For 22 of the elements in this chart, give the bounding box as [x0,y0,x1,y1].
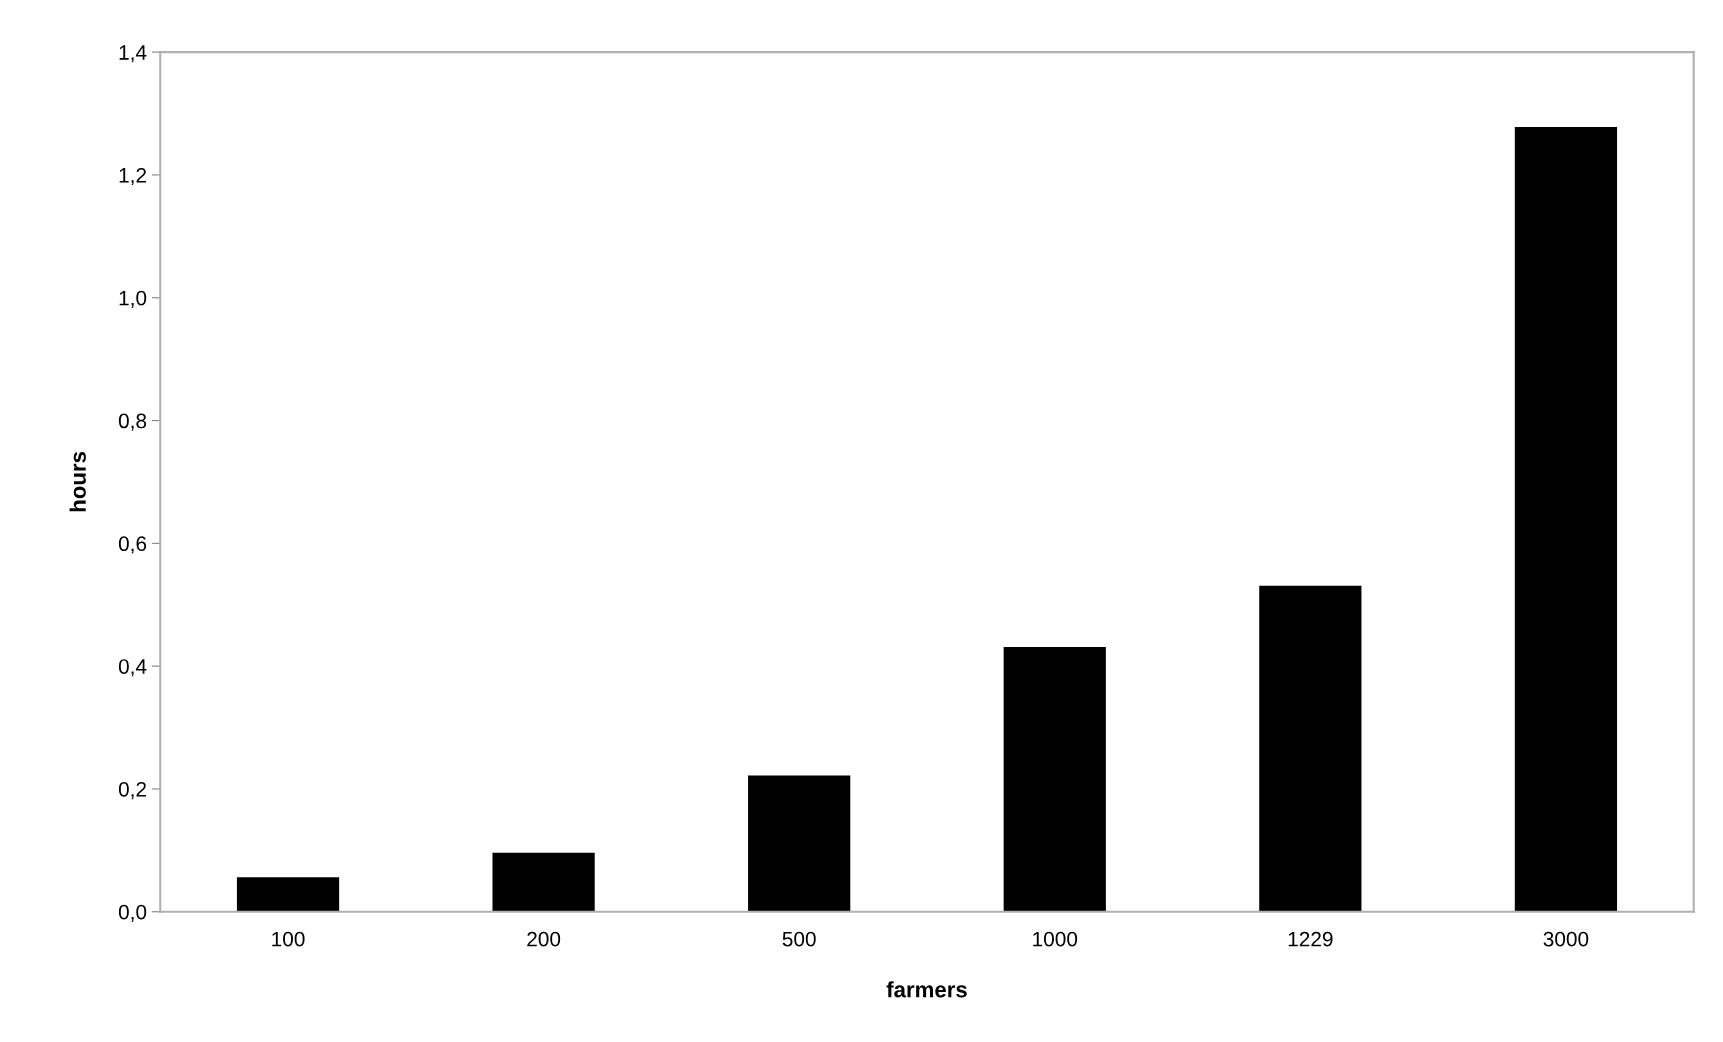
bar [1514,127,1618,912]
y-axis-title: hours [69,451,86,512]
bar [1259,585,1362,912]
y-tick-label: 0,0 [118,904,147,922]
y-tick-label: 0,6 [118,536,147,554]
bar [1003,647,1106,912]
y-tick-label: 1,0 [119,290,147,308]
x-tick-label: 1000 [1033,931,1078,947]
x-axis-title: farmers [886,981,967,998]
bar [748,775,851,912]
x-tick-label: 1229 [1288,931,1333,947]
bar [236,877,340,912]
y-tick-label: 0,8 [118,413,147,431]
x-tick-label: 100 [272,931,305,947]
bar [492,852,595,912]
x-tick-label: 3000 [1543,931,1589,947]
y-tick-label: 0,4 [118,659,147,677]
y-tick-label: 1,2 [119,167,146,186]
x-tick-label: 200 [527,931,561,947]
x-tick-label: 500 [782,931,816,947]
y-tick-label: 0,2 [118,781,146,800]
y-tick-label: 1,4 [119,45,147,63]
